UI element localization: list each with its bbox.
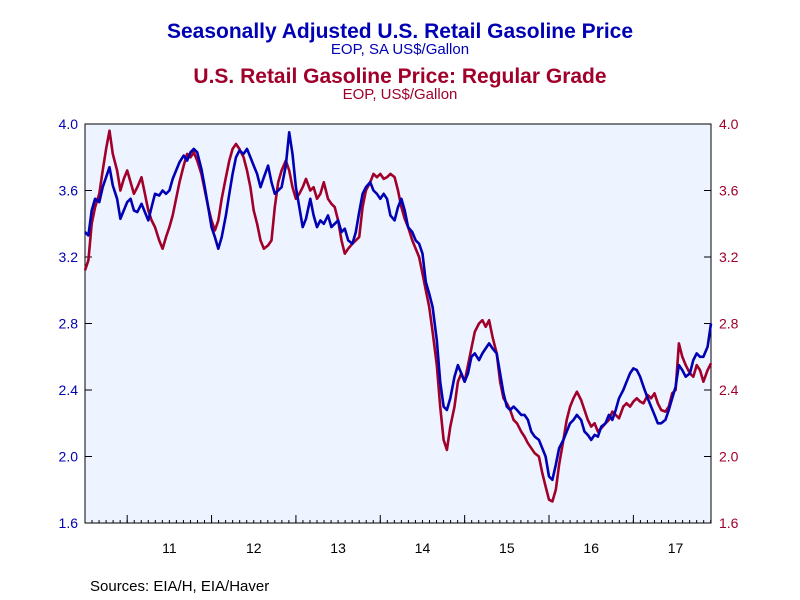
chart-title-primary: Seasonally Adjusted U.S. Retail Gasoline… [166,20,634,43]
y-tick-label-right: 1.6 [719,515,739,531]
x-tick-label: 15 [499,540,515,556]
y-tick-label-left: 2.0 [59,449,79,465]
y-tick-label-right: 4.0 [719,116,739,132]
chart-subtitle-primary: EOP, SA US$/Gallon [330,41,470,58]
y-tick-label-left: 2.8 [59,316,79,332]
y-tick-label-left: 1.6 [59,515,79,531]
y-tick-label-right: 3.2 [719,249,739,265]
x-tick-label: 16 [583,540,599,556]
y-tick-label-right: 3.6 [719,183,739,199]
y-tick-label-left: 3.2 [59,249,79,265]
x-tick-label: 13 [330,540,346,556]
x-tick-label: 11 [162,540,177,556]
y-tick-label-left: 3.6 [59,183,79,199]
y-tick-label-left: 2.4 [59,382,79,398]
chart-subtitle-secondary: EOP, US$/Gallon [342,86,458,103]
x-tick-label: 12 [246,540,262,556]
chart-title-secondary: U.S. Retail Gasoline Price: Regular Grad… [193,65,607,88]
x-tick-label: 14 [415,540,431,556]
y-tick-label-right: 2.0 [719,449,739,465]
source-note: Sources: EIA/H, EIA/Haver [90,578,270,595]
y-tick-label-left: 4.0 [59,116,79,132]
y-tick-label-right: 2.8 [719,316,739,332]
series-line-seasonally-adjusted [84,131,713,482]
x-tick-label: 17 [668,540,684,556]
y-tick-label-right: 2.4 [719,382,739,398]
